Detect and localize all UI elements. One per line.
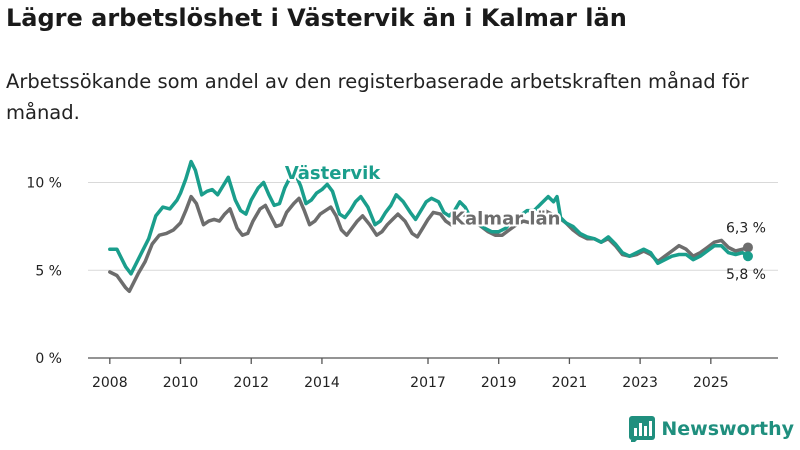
chart-title: Lägre arbetslöshet i Västervik än i Kalm… (6, 4, 627, 32)
x-tick-label: 2019 (481, 375, 517, 391)
brand-logo: Newsworthy (629, 414, 794, 444)
end-point-v-stervik (742, 251, 753, 262)
x-tick-label: 2012 (233, 375, 269, 391)
series-labels: Västervik Kalmar län 6,3 % 5,8 % (283, 161, 766, 283)
series-lines (108, 159, 753, 294)
series-label-v-stervik: Västervik (285, 163, 381, 184)
end-value-label-vastervik: 5,8 % (726, 267, 766, 283)
y-axis-ticks: 0 % 5 % 10 % (26, 176, 62, 367)
x-tick-label: 2025 (693, 375, 729, 391)
series-line-v-stervik (108, 159, 750, 276)
chart-subtitle: Arbetssökande som andel av den registerb… (6, 70, 749, 124)
series-line-kalmar-l-n (108, 194, 750, 294)
y-tick-label: 0 % (35, 351, 62, 367)
x-tick-label: 2023 (622, 375, 658, 391)
bar-chart-logo-icon (629, 416, 656, 442)
end-value-label-kalmar: 6,3 % (726, 220, 766, 236)
y-tick-label: 10 % (26, 176, 62, 192)
x-tick-label: 2008 (92, 375, 128, 391)
x-tick-label: 2010 (163, 375, 199, 391)
x-tick-label: 2014 (304, 375, 340, 391)
x-tick-label: 2021 (552, 375, 588, 391)
series-label-kalmar-l-n: Kalmar län (451, 209, 560, 230)
x-tick-label: 2017 (410, 375, 446, 391)
grid-lines (88, 182, 778, 271)
y-tick-label: 5 % (35, 263, 62, 279)
end-point-kalmar-l-n (742, 242, 753, 253)
brand-name: Newsworthy (661, 418, 794, 440)
x-axis-ticks: 2008 2010 2012 2014 2017 2019 2021 2023 2025 (92, 358, 729, 391)
